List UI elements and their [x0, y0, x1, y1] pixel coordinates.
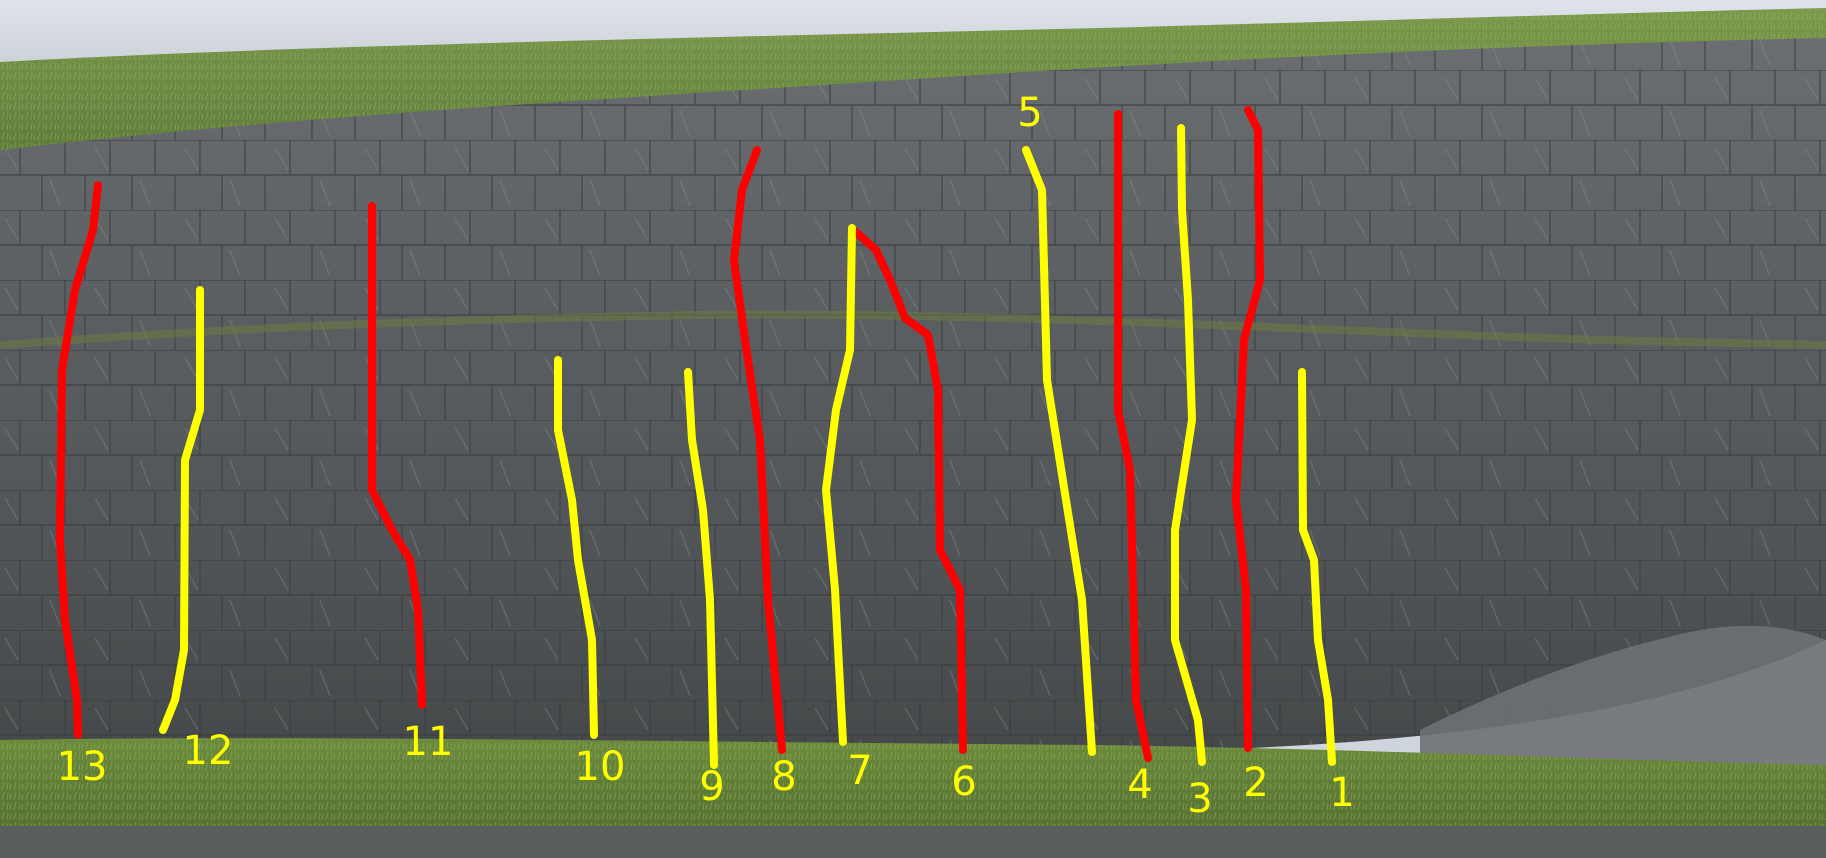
route-label-2: 2	[1243, 760, 1268, 806]
route-lines	[56, 106, 1336, 769]
route-label-9: 9	[699, 764, 724, 810]
route-label-11: 11	[403, 719, 454, 765]
cliff-blocks	[0, 38, 1826, 750]
bottom-grass-texture	[0, 738, 1826, 830]
route-label-10: 10	[575, 744, 626, 790]
route-label-5: 5	[1017, 90, 1042, 136]
route-label-13: 13	[57, 744, 108, 790]
route-label-7: 7	[847, 748, 872, 794]
route-label-8: 8	[771, 754, 796, 800]
route-line-10	[554, 356, 598, 739]
scree-pile	[1420, 625, 1826, 770]
route-line-2	[1232, 106, 1264, 752]
route-line-6	[852, 228, 967, 754]
top-grass-texture	[0, 8, 1826, 150]
route-line-3	[1171, 124, 1206, 766]
route-line-13	[56, 181, 102, 739]
route-line-9	[684, 368, 718, 769]
route-line-4	[1114, 110, 1152, 762]
foreground-rocks	[0, 826, 1826, 858]
route-line-5	[1022, 146, 1096, 756]
route-line-1	[1298, 368, 1336, 766]
route-label-1: 1	[1329, 770, 1354, 816]
route-label-4: 4	[1127, 762, 1152, 808]
route-line-11	[368, 202, 426, 709]
route-line-12	[159, 286, 204, 734]
route-label-12: 12	[183, 728, 234, 774]
route-line-8	[730, 146, 786, 754]
route-label-3: 3	[1187, 776, 1212, 822]
route-line-7	[822, 224, 856, 746]
route-label-6: 6	[951, 759, 976, 805]
